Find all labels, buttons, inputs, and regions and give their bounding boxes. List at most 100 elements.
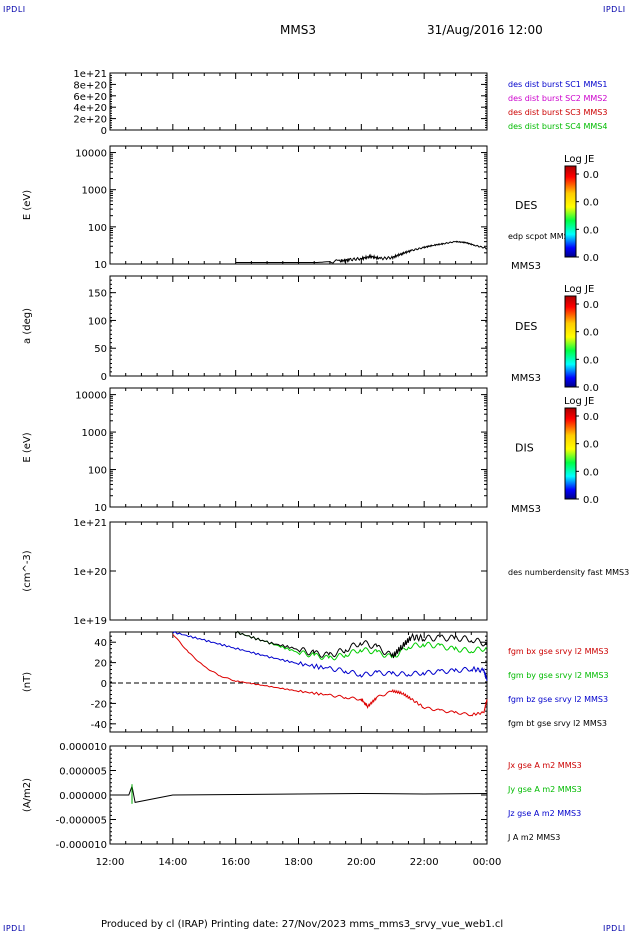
corner-label-top-right: IPDLI — [603, 5, 626, 14]
fgm-bt-line — [235, 630, 488, 659]
panel-frame-p5 — [109, 521, 488, 621]
series-legend-label: des dist burst SC2 MMS2 — [508, 94, 607, 103]
y-tick-label: 150 — [88, 289, 107, 300]
y-tick-label: 40 — [94, 638, 107, 649]
y-tick-label: 100 — [88, 223, 107, 234]
panel-frame-p6 — [109, 631, 488, 733]
series-legend-label: des dist burst SC4 MMS4 — [508, 122, 607, 131]
y-tick-label: 50 — [94, 344, 107, 355]
instrument-label: DIS — [515, 442, 534, 455]
spacecraft-sub-label: MMS3 — [511, 261, 541, 272]
colorbar-tick-label: 0.0 — [583, 355, 599, 366]
colorbar-tick-label: 0.0 — [583, 253, 599, 264]
y-tick-label: 10 — [94, 503, 107, 514]
y-tick-label: 0 — [101, 679, 107, 690]
y-axis-label: (nT) — [22, 672, 33, 692]
x-tick-label: 16:00 — [221, 857, 250, 868]
series-legend-label: Jy gse A m2 MMS3 — [507, 785, 582, 794]
y-tick-label: 1e+21 — [73, 69, 107, 80]
colorbar-tick-label: 0.0 — [583, 300, 599, 311]
colorbar — [564, 295, 577, 388]
y-tick-label: 1e+19 — [73, 616, 107, 627]
spacecraft-sub-label: MMS3 — [511, 373, 541, 384]
x-tick-label: 00:00 — [473, 857, 502, 868]
x-tick-label: 20:00 — [347, 857, 376, 868]
y-axis-label: E (eV) — [22, 432, 33, 462]
colorbar-tick-label: 0.0 — [583, 412, 599, 423]
datetime-title: 31/Aug/2016 12:00 — [427, 23, 543, 37]
panel-frame-p1 — [109, 72, 488, 131]
x-tick-label: 12:00 — [96, 857, 125, 868]
series-legend-label: fgm bx gse srvy l2 MMS3 — [508, 647, 609, 656]
y-tick-label: 2e+20 — [73, 115, 107, 126]
colorbar-tick-label: 0.0 — [583, 495, 599, 506]
colorbar-tick-label: 0.0 — [583, 225, 599, 236]
panel-frame-p3 — [109, 275, 488, 377]
colorbar-tick-label: 0.0 — [583, 198, 599, 209]
y-tick-label: 1e+21 — [73, 518, 107, 529]
y-tick-label: 0 — [101, 126, 107, 137]
colorbar — [564, 407, 577, 500]
panel-frame-p7 — [109, 745, 488, 845]
x-tick-label: 22:00 — [410, 857, 439, 868]
y-tick-label: 4e+20 — [73, 103, 107, 114]
y-tick-label: 1000 — [82, 428, 107, 439]
colorbar — [564, 165, 577, 258]
y-axis-label: a (deg) — [22, 308, 33, 344]
colorbar-title: Log JE — [564, 154, 594, 165]
y-axis-label: (A/m2) — [22, 778, 33, 812]
y-tick-label: -0.000005 — [56, 816, 107, 827]
series-legend-label: fgm bt gse srvy l2 MMS3 — [508, 719, 607, 728]
y-tick-label: 10000 — [75, 149, 107, 160]
colorbar-tick-label: 0.0 — [583, 383, 599, 394]
y-tick-label: 0.000010 — [59, 742, 107, 753]
footer-text: Produced by cl (IRAP) Printing date: 27/… — [101, 919, 504, 930]
y-tick-label: 0.000005 — [59, 767, 107, 778]
instrument-label: DES — [515, 320, 537, 333]
fgm-by-line — [235, 631, 488, 661]
colorbar-tick-label: 0.0 — [583, 440, 599, 451]
y-tick-label: 100 — [88, 466, 107, 477]
colorbar-title: Log JE — [564, 284, 594, 295]
y-tick-label: 1000 — [82, 186, 107, 197]
variable-label: des numberdensity fast MMS3 — [508, 568, 629, 577]
fgm-bz-line — [172, 631, 488, 681]
y-tick-label: 100 — [88, 316, 107, 327]
series-legend-label: Jz gse A m2 MMS3 — [507, 809, 581, 818]
scpot-line — [235, 240, 488, 264]
y-tick-label: -0.000010 — [56, 840, 107, 851]
x-tick-label: 18:00 — [284, 857, 313, 868]
y-tick-label: -20 — [91, 699, 107, 710]
y-tick-label: 8e+20 — [73, 80, 107, 91]
series-legend-label: des dist burst SC3 MMS3 — [508, 108, 607, 117]
series-legend-label: fgm by gse srvy l2 MMS3 — [508, 671, 609, 680]
y-tick-label: 10 — [94, 260, 107, 271]
spacecraft-sub-label: MMS3 — [511, 504, 541, 515]
corner-label-bottom-right: IPDLI — [603, 924, 626, 933]
y-tick-label: 6e+20 — [73, 92, 107, 103]
y-tick-label: 20 — [94, 659, 107, 670]
variable-label: edp scpot MMS3 — [508, 232, 574, 241]
series-legend-label: Jx gse A m2 MMS3 — [507, 761, 582, 770]
corner-label-top-left: IPDLI — [3, 5, 26, 14]
panel-frame-p4 — [109, 387, 488, 508]
y-tick-label: 0.000000 — [59, 791, 107, 802]
y-tick-label: -40 — [91, 720, 107, 731]
y-axis-label: E (eV) — [22, 190, 33, 220]
fgm-bx-line — [172, 634, 488, 717]
series-legend-label: fgm bz gse srvy l2 MMS3 — [508, 695, 608, 704]
colorbar-title: Log JE — [564, 396, 594, 407]
colorbar-tick-label: 0.0 — [583, 328, 599, 339]
corner-label-bottom-left: IPDLI — [3, 924, 26, 933]
series-legend-label: des dist burst SC1 MMS1 — [508, 80, 607, 89]
y-axis-label: (cm^-3) — [22, 550, 33, 591]
series-legend-label: J A m2 MMS3 — [507, 833, 560, 842]
colorbar-tick-label: 0.0 — [583, 467, 599, 478]
y-tick-label: 1e+20 — [73, 567, 107, 578]
j-total-line — [110, 784, 488, 803]
x-tick-label: 14:00 — [158, 857, 187, 868]
colorbar-tick-label: 0.0 — [583, 170, 599, 181]
spacecraft-title: MMS3 — [280, 23, 316, 37]
instrument-label: DES — [515, 199, 537, 212]
